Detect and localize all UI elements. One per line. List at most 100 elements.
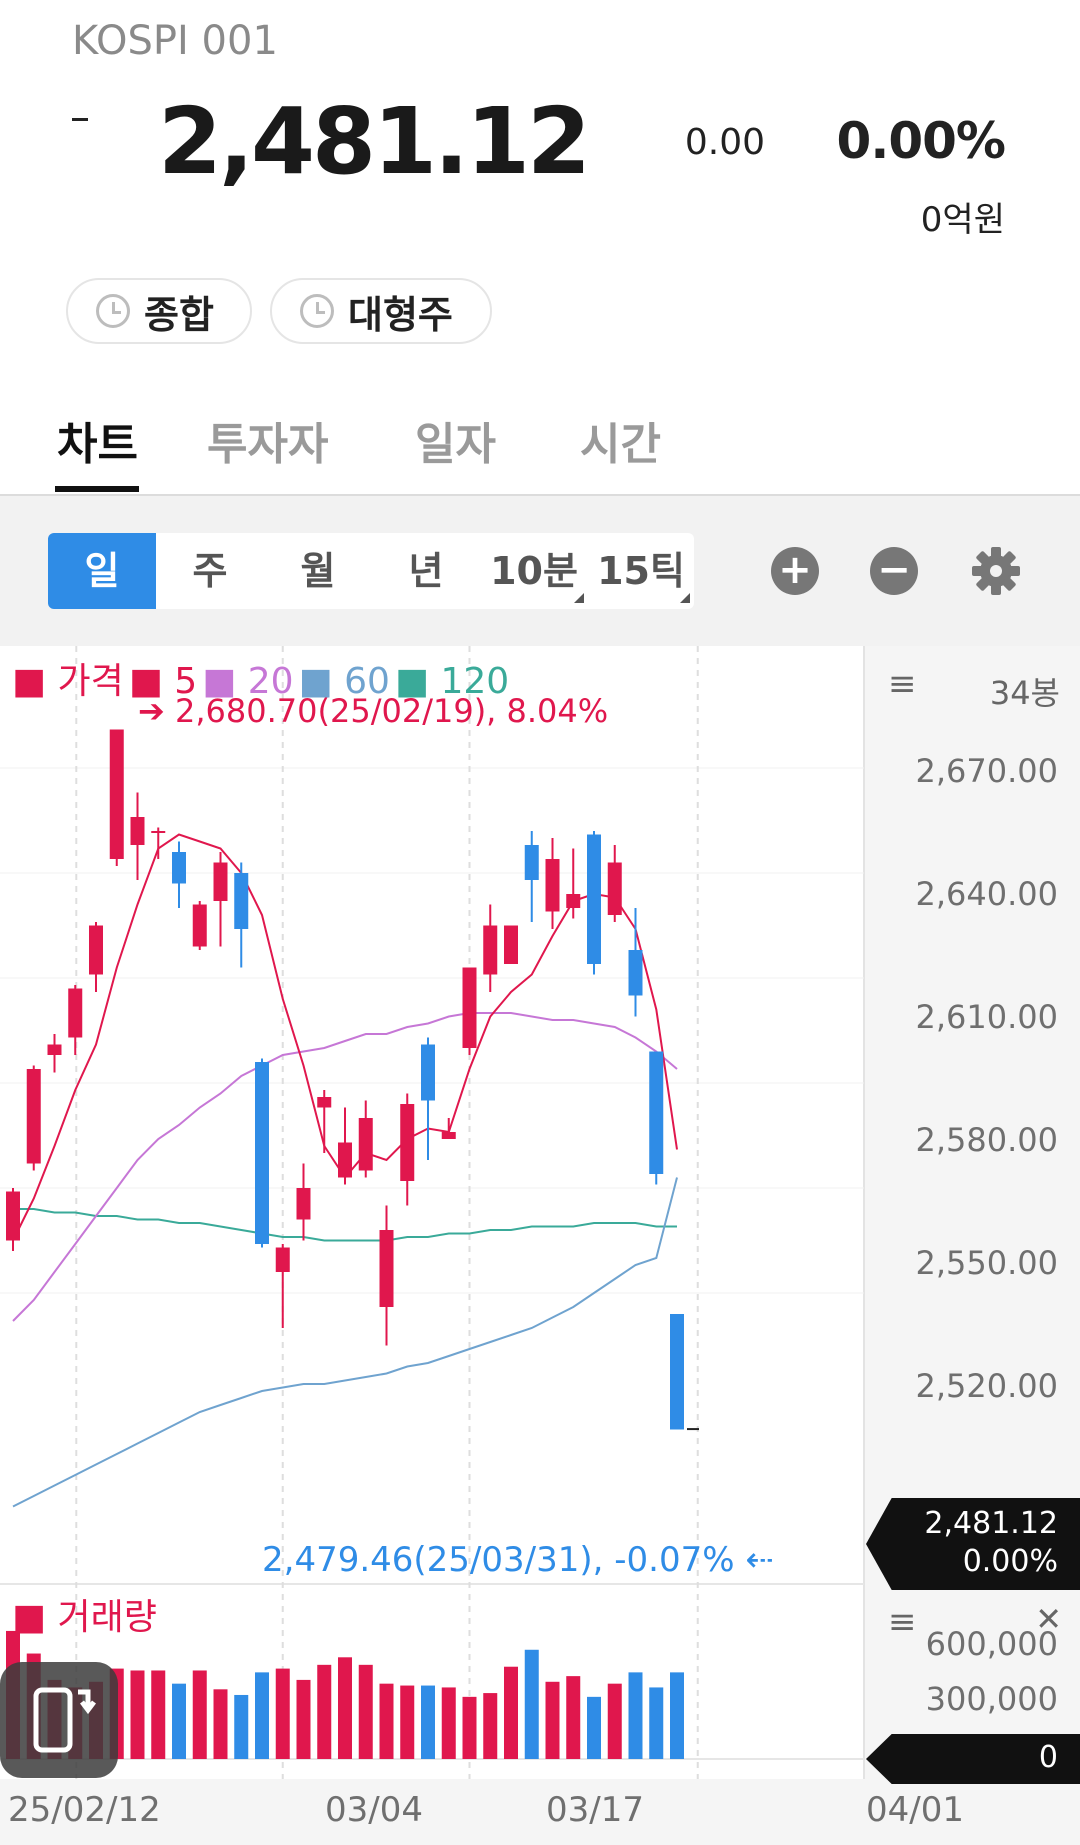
candle — [504, 925, 518, 964]
tab-chart[interactable]: 차트 — [57, 419, 138, 470]
chip-composite[interactable]: 종합 — [66, 278, 252, 344]
menu-icon[interactable]: ≡ — [888, 664, 917, 704]
low-annotation: 2,479.46(25/03/31), -0.07% ⇠ — [262, 1540, 774, 1580]
clock-icon — [96, 294, 130, 328]
close-icon[interactable]: ✕ — [1035, 1600, 1062, 1638]
candle-body — [379, 1230, 394, 1307]
candle — [587, 831, 601, 975]
active-tab-indicator — [55, 486, 139, 492]
chip-label: 종합 — [144, 292, 214, 337]
volume-bar — [462, 1696, 477, 1759]
candle-body — [566, 894, 581, 908]
candle — [151, 827, 166, 859]
candle — [109, 729, 124, 866]
period-15tick[interactable]: 15틱 — [588, 533, 694, 609]
candle — [379, 1205, 394, 1346]
candle — [462, 967, 477, 1055]
current-price-tag: 2,481.12 0.00% — [866, 1498, 1080, 1590]
rotate-screen-button[interactable] — [0, 1662, 118, 1778]
candle — [130, 792, 145, 880]
candle — [566, 848, 581, 919]
tab-date[interactable]: 일자 — [415, 419, 496, 470]
volume-bar — [151, 1670, 166, 1759]
candle — [275, 1244, 290, 1328]
trade-amount: 0억원 — [920, 200, 1005, 240]
period-year[interactable]: 년 — [408, 549, 444, 593]
candle-body — [151, 831, 166, 833]
tab-time[interactable]: 시간 — [580, 419, 661, 470]
candle-body — [421, 1044, 435, 1101]
price-tick: 2,640.00 — [915, 875, 1059, 913]
candle-body — [441, 1132, 456, 1139]
period-10min[interactable]: 10분 — [480, 533, 588, 609]
chip-label: 대형주 — [348, 292, 453, 337]
price-tick: 2,670.00 — [915, 752, 1059, 790]
candle-body — [358, 1118, 373, 1171]
volume-tick: 300,000 — [925, 1680, 1058, 1718]
chip-large-cap[interactable]: 대형주 — [270, 278, 492, 344]
candle — [400, 1093, 415, 1206]
legend-ma120: ■ 120 — [395, 661, 510, 702]
price-tick: 2,520.00 — [915, 1367, 1059, 1405]
candle — [89, 922, 103, 992]
chart-legend: ■ 가격 ■ 5 ■ 20 ■ 60 ■ 120 — [12, 652, 509, 704]
zoom-in-button[interactable]: + — [771, 547, 819, 595]
candle-body — [670, 1314, 684, 1430]
ma60-line — [12, 1177, 678, 1508]
period-week[interactable]: 주 — [192, 549, 228, 593]
volume-bar — [566, 1676, 581, 1759]
candle — [421, 1037, 435, 1160]
arrow-left-icon: ⇠ — [745, 1540, 774, 1580]
volume-bar — [545, 1681, 560, 1759]
candle-body — [462, 967, 477, 1048]
volume-bar — [628, 1672, 643, 1759]
candle — [670, 1314, 684, 1430]
volume-bar — [358, 1664, 373, 1759]
candle-body — [545, 859, 560, 912]
candle-body — [504, 925, 518, 964]
candle-body — [400, 1104, 415, 1181]
period-day[interactable]: 일 — [48, 533, 156, 609]
date-tick: 03/04 — [325, 1790, 423, 1830]
candle — [317, 1090, 332, 1153]
volume-legend: ■ 거래량 — [12, 1597, 157, 1638]
volume-bar — [172, 1683, 186, 1759]
candle-body — [483, 925, 498, 975]
main-tabs: 차트 투자자 일자 시간 — [0, 400, 1080, 496]
candle-body — [109, 729, 124, 859]
zoom-out-button[interactable]: − — [870, 547, 918, 595]
candle — [296, 1163, 311, 1241]
volume-current-tag: 0 — [866, 1734, 1080, 1784]
volume-menu-icon[interactable]: ≡ — [888, 1602, 917, 1642]
candle — [628, 908, 643, 1017]
candle — [213, 852, 228, 947]
candle-body — [338, 1142, 352, 1178]
price-change: 0.00 — [684, 122, 765, 163]
candle — [26, 1065, 41, 1171]
volume-bar — [379, 1683, 394, 1759]
volume-bar — [587, 1696, 601, 1759]
tab-investor[interactable]: 투자자 — [207, 419, 329, 470]
candle-body — [68, 988, 83, 1038]
candle — [358, 1100, 373, 1178]
price-tick: 2,550.00 — [915, 1244, 1059, 1282]
candle-body — [47, 1044, 62, 1055]
volume-bar — [213, 1689, 228, 1759]
candle-count: 34봉 — [989, 674, 1060, 712]
candle — [68, 985, 83, 1055]
candle — [545, 838, 560, 929]
price-chart[interactable] — [0, 646, 1080, 1845]
candle — [192, 901, 207, 950]
date-axis-panel — [0, 1779, 1080, 1845]
candle-body — [172, 852, 186, 884]
period-month[interactable]: 월 — [300, 549, 336, 593]
candle — [6, 1188, 20, 1251]
volume-bar — [504, 1666, 518, 1759]
candle-body — [607, 862, 622, 915]
gear-icon[interactable] — [970, 545, 1022, 597]
date-tick: 04/01 — [866, 1790, 964, 1830]
price-change-pct: 0.00% — [836, 112, 1006, 170]
candle-body — [213, 862, 228, 901]
clock-icon — [300, 294, 334, 328]
dropdown-triangle-icon — [574, 593, 584, 603]
